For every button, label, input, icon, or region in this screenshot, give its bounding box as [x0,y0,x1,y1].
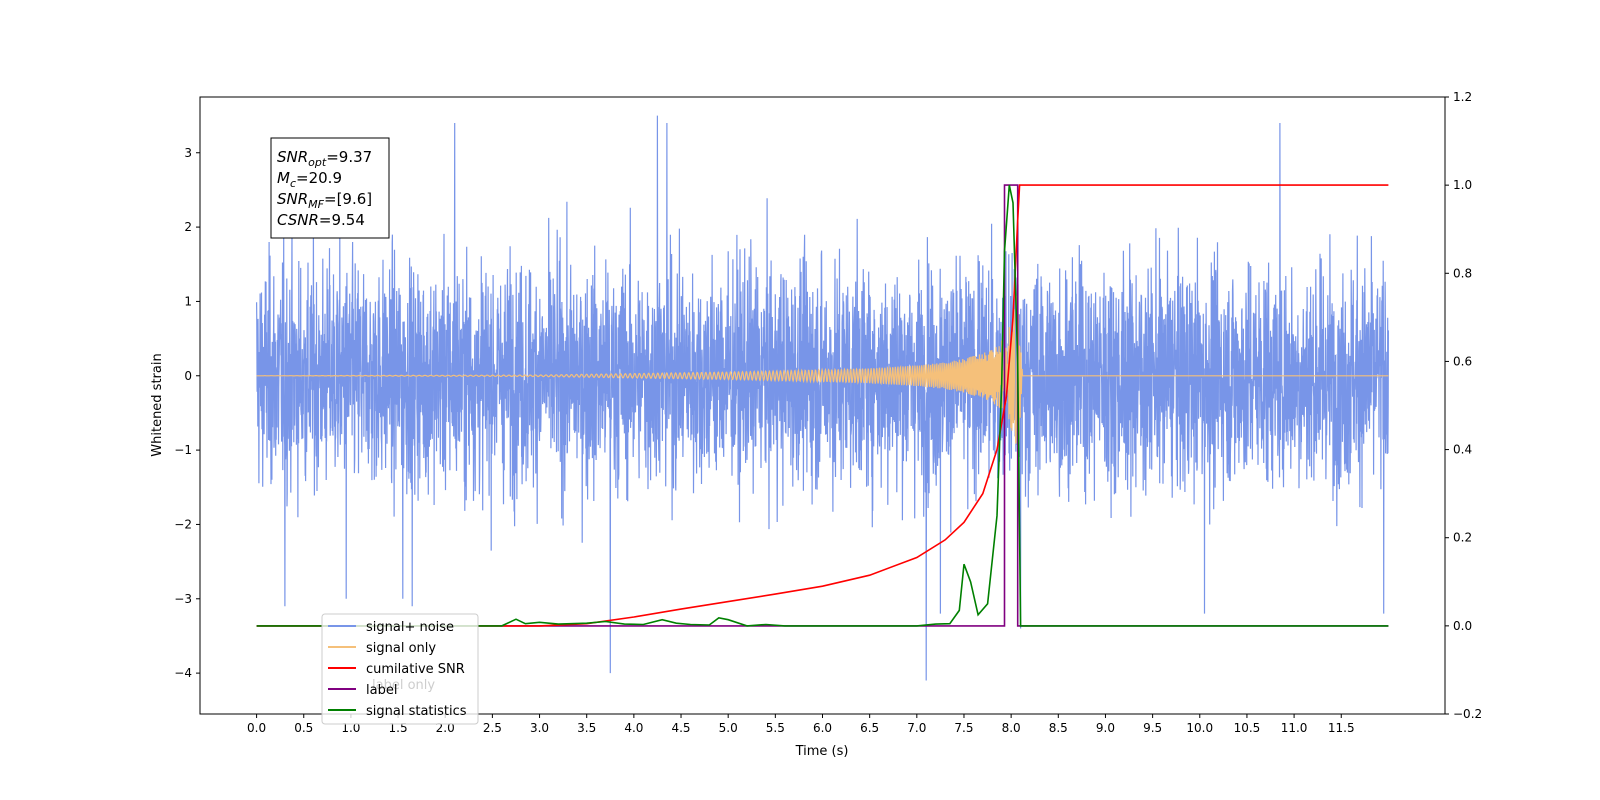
x-tick-label: 0.5 [294,721,313,735]
stats-symbol: M [277,169,290,187]
x-tick-label: 11.0 [1281,721,1308,735]
x-tick-label: 9.0 [1096,721,1115,735]
y-axis-ticks: −4 −3 −2 −1 0 1 2 3 [174,146,200,680]
y2-tick-label: 0.8 [1453,266,1472,280]
signal-noise-series [256,115,1389,681]
stats-subscript: opt [308,156,327,169]
stats-subscript: MF [308,198,324,211]
y2-tick-label: 1.0 [1453,178,1472,192]
y-tick-label: −3 [174,592,192,606]
y2-axis-ticks: −0.2 0.0 0.2 0.4 0.6 0.8 1.0 1.2 [1445,90,1482,721]
y2-tick-label: −0.2 [1453,707,1482,721]
legend-hidden-entry: label only [372,678,435,693]
x-tick-label: 5.0 [719,721,738,735]
y-tick-label: −2 [174,517,192,531]
y-tick-label: −1 [174,443,192,457]
stats-subscript: c [290,177,296,190]
legend: label only signal+ noise signal only cumila… [321,613,479,725]
series-signal-noise-line [256,115,1389,681]
x-tick-label: 4.5 [671,721,690,735]
y-tick-label: 0 [184,369,192,383]
y-tick-label: 2 [184,220,192,234]
legend-label: signal only [366,641,436,656]
x-tick-label: 3.0 [530,721,549,735]
y2-tick-label: 0.4 [1453,443,1472,457]
x-axis-label: Time (s) [795,744,849,759]
x-tick-label: 10.0 [1186,721,1213,735]
y-axis-label: Whitened strain [150,353,165,456]
x-tick-label: 7.5 [954,721,973,735]
legend-label: cumilative SNR [366,662,465,677]
stats-symbol: CSNR [277,211,319,229]
x-tick-label: 9.5 [1143,721,1162,735]
signal-only-series [256,295,1389,447]
x-tick-label: 5.5 [766,721,785,735]
legend-frame [321,613,479,725]
x-tick-label: 7.0 [907,721,926,735]
series-signal-statistics-line [256,184,1389,627]
stats-line: SNRopt=9.37 [277,148,372,169]
series-signal-only-line [256,295,1389,447]
y2-tick-label: 0.6 [1453,354,1472,368]
series-cumilative-snr-line [256,184,1389,627]
y-tick-label: 3 [184,146,192,160]
stats-value: =9.37 [326,148,372,166]
y2-tick-label: 0.2 [1453,531,1472,545]
x-tick-label: 11.5 [1328,721,1355,735]
x-tick-label: 4.0 [624,721,643,735]
y2-tick-label: 0.0 [1453,619,1472,633]
y-tick-label: 1 [184,294,192,308]
y-tick-label: −4 [174,666,192,680]
legend-label: label [366,683,397,698]
y2-tick-label: 1.2 [1453,90,1472,104]
stats-value: =20.9 [296,169,342,187]
stats-line: Mc=20.9 [277,169,342,190]
x-tick-label: 0.0 [247,721,266,735]
x-tick-label: 8.0 [1002,721,1021,735]
stats-value: =[9.6] [324,190,372,208]
x-tick-label: 2.5 [483,721,502,735]
legend-label: signal statistics [366,704,467,719]
stats-line: SNRMF=[9.6] [277,190,372,211]
stats-symbol: SNR [277,190,308,208]
x-tick-label: 10.5 [1234,721,1261,735]
x-tick-label: 6.0 [813,721,832,735]
stats-value: =9.54 [319,211,365,229]
legend-label: signal+ noise [366,620,454,635]
line-series-group [256,184,1389,627]
x-tick-label: 8.5 [1049,721,1068,735]
stats-box-frame [270,137,390,239]
stats-line: CSNR=9.54 [277,211,365,229]
x-tick-label: 3.5 [577,721,596,735]
stats-symbol: SNR [277,148,308,166]
x-tick-label: 6.5 [860,721,879,735]
